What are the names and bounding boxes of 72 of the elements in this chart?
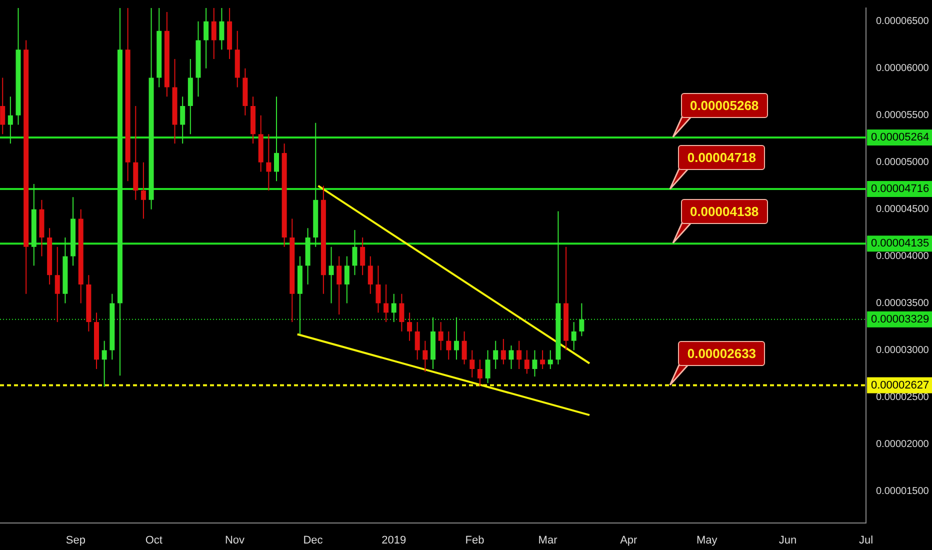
candlestick — [211, 8, 216, 60]
candlestick — [500, 338, 506, 365]
y-tick-label: 0.00001500 — [876, 486, 930, 497]
candlestick — [54, 246, 60, 323]
candlestick — [376, 265, 381, 314]
y-tick-label: 0.00004500 — [876, 204, 930, 216]
candlestick — [219, 8, 224, 50]
y-tick-label: 0.00003000 — [876, 344, 930, 356]
candlestick — [352, 229, 358, 276]
y-tick-label: 0.00006500 — [876, 16, 930, 28]
y-tick-label: 0.00003500 — [876, 298, 930, 310]
candlestick — [438, 322, 444, 351]
candlestick — [344, 256, 350, 304]
x-tick-label: Jun — [778, 534, 797, 546]
x-tick-label: Mar — [538, 534, 558, 546]
x-tick-label: May — [696, 534, 718, 546]
candlestick — [454, 316, 459, 360]
candlestick — [391, 293, 396, 323]
candlestick — [180, 96, 186, 144]
y-tick-label: 0.00005000 — [876, 157, 930, 168]
ref-line-label: 0.00004716 — [871, 183, 930, 196]
candlestick — [571, 322, 576, 351]
candlestick — [336, 256, 342, 316]
candlestick — [524, 350, 530, 374]
annotation: 0.00004138 — [680, 199, 768, 224]
candlestick — [360, 237, 366, 276]
x-tick-label: Oct — [145, 534, 162, 546]
x-tick-label: Nov — [224, 534, 246, 546]
candlestick — [532, 350, 538, 378]
candlestick — [399, 293, 404, 332]
y-tick-label: 0.00002500 — [876, 392, 930, 403]
ref-line-label: 0.00003329 — [871, 313, 930, 326]
annotation: 0.00002633 — [678, 340, 766, 366]
candlestick — [548, 350, 553, 370]
candlestick — [414, 322, 420, 360]
candlestick — [102, 340, 107, 388]
candlestick — [540, 350, 546, 370]
candlestick — [462, 330, 467, 365]
y-tick-label: 0.00002000 — [876, 438, 930, 450]
candlestick — [477, 359, 482, 386]
x-tick-label: 2019 — [382, 534, 406, 546]
candlestick — [579, 302, 584, 337]
y-tick-label: 0.00005500 — [876, 110, 930, 122]
candlestick — [384, 284, 389, 323]
candlestick — [0, 77, 6, 135]
annotation: 0.00004718 — [678, 144, 766, 170]
x-tick-label: Dec — [303, 534, 324, 546]
candlestick — [274, 96, 279, 182]
y-tick-label: 0.00004000 — [876, 251, 930, 262]
annotation: 0.00005268 — [680, 93, 768, 118]
candlestick — [493, 340, 498, 370]
candlestick — [204, 8, 209, 69]
candlestick — [516, 340, 522, 370]
candlestick — [470, 350, 475, 378]
candlestick — [485, 350, 490, 384]
candlestick — [140, 162, 146, 220]
candlestick — [446, 330, 452, 360]
candlestick — [508, 345, 514, 370]
y-tick-label: 0.00006000 — [876, 63, 930, 74]
candlestick — [266, 134, 272, 192]
candlestick — [8, 96, 13, 144]
x-tick-label: Feb — [465, 534, 484, 546]
x-tick-label: Sep — [66, 534, 86, 546]
ref-line-label: 0.00002627 — [871, 379, 930, 392]
x-tick-label: Jul — [858, 534, 874, 546]
ref-line-label: 0.00005264 — [871, 132, 930, 144]
candlestick — [368, 256, 373, 294]
x-tick-label: Apr — [620, 534, 638, 546]
candlestick — [422, 340, 428, 372]
candlestick — [407, 312, 412, 342]
ref-line-label: 0.00004135 — [871, 238, 930, 250]
candlestick — [328, 246, 334, 304]
